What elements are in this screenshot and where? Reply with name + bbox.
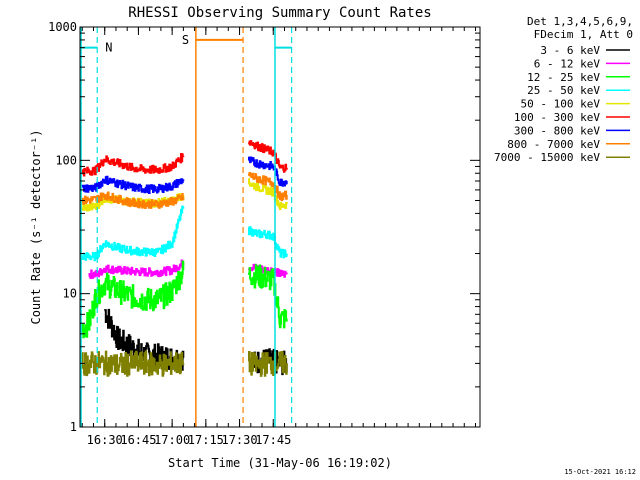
series-line-1-segment-0: [88, 259, 185, 279]
x-tick-label: 17:30: [221, 433, 257, 447]
legend-entry-label: 12 - 25 keV: [527, 71, 600, 84]
legend-entry-label: 25 - 50 keV: [527, 84, 600, 97]
series-line-5-segment-1: [248, 140, 288, 173]
series-line-8-segment-1: [248, 351, 288, 377]
y-axis: 1 10 100 1000: [48, 20, 480, 434]
series-layer: [81, 140, 288, 377]
legend-entry-label: 6 - 12 keV: [534, 57, 601, 70]
series-line-3-segment-0: [81, 205, 185, 262]
x-tick-label: 17:15: [188, 433, 224, 447]
x-tick-label: 17:45: [255, 433, 291, 447]
s-label: S: [182, 33, 189, 47]
series-line-5-segment-0: [81, 153, 185, 177]
n-label: N: [105, 41, 112, 55]
series-line-2-segment-0: [81, 260, 185, 339]
series-line-7-segment-1: [248, 172, 288, 202]
y-tick-label: 1: [70, 420, 77, 434]
y-tick-label: 1000: [48, 20, 77, 34]
x-axis-label: Start Time (31-May-06 16:19:02): [168, 456, 392, 470]
legend-entry-label: 7000 - 15000 keV: [494, 151, 600, 164]
x-tick-label: 17:00: [154, 433, 190, 447]
series-line-2-segment-1: [248, 264, 288, 329]
legend-header-line-2: FDecim 1, Att 0: [534, 28, 633, 41]
generation-timestamp: 15-Oct-2021 16:12: [564, 468, 636, 476]
series-line-3-segment-1: [248, 226, 288, 259]
legend-entry-label: 100 - 300 keV: [514, 111, 600, 124]
x-tick-label: 16:45: [120, 433, 156, 447]
y-tick-label: 100: [55, 153, 77, 167]
series-line-7-segment-0: [81, 191, 185, 209]
series-line-6-segment-1: [248, 156, 288, 187]
legend-entry-label: 3 - 6 keV: [540, 44, 600, 57]
legend-entry-label: 300 - 800 keV: [514, 124, 600, 137]
y-tick-label: 10: [63, 287, 77, 301]
plot-frame: [79, 26, 481, 428]
legend: Det 1,3,4,5,6,9, FDecim 1, Att 0 3 - 6 k…: [494, 15, 633, 164]
legend-header-line-1: Det 1,3,4,5,6,9,: [527, 15, 633, 28]
legend-entry-label: 800 - 7000 keV: [507, 138, 600, 151]
legend-entry-label: 50 - 100 keV: [521, 98, 601, 111]
x-tick-label: 16:30: [87, 433, 123, 447]
series-line-6-segment-0: [81, 175, 185, 194]
chart-title: RHESSI Observing Summary Count Rates: [128, 5, 431, 21]
y-axis-label: Count Rate (s⁻¹ detector⁻¹): [29, 129, 43, 324]
series-line-4-segment-1: [248, 177, 288, 211]
series-line-8-segment-0: [81, 350, 185, 377]
